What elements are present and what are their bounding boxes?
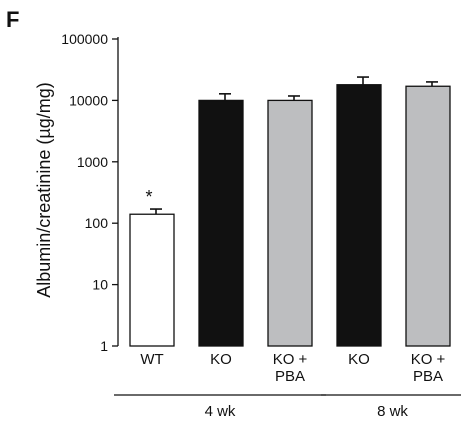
bar — [129, 213, 175, 347]
bar — [198, 99, 244, 347]
x-tick-label: PBA — [275, 368, 305, 385]
group-label: 8 wk — [377, 403, 408, 420]
bar — [405, 85, 451, 347]
y-tick-label: 10 — [92, 277, 108, 293]
x-tick-label: KO — [348, 351, 370, 368]
panel-label: F — [6, 7, 19, 32]
y-axis-ticks: 1 10 100 1000 10000 100000 — [61, 31, 118, 354]
bar — [336, 84, 382, 347]
y-tick-label: 100 — [85, 215, 109, 231]
y-tick-label: 1 — [100, 338, 108, 354]
x-tick-label: KO + — [273, 351, 308, 368]
y-axis-title: Albumin/creatinine (µg/mg) — [34, 82, 54, 297]
significance-marker: * — [145, 187, 152, 207]
x-tick-label: WT — [140, 351, 163, 368]
y-tick-label: 10000 — [69, 92, 108, 108]
y-tick-label: 1000 — [77, 154, 108, 170]
y-tick-label: 100000 — [61, 31, 108, 47]
bar — [267, 99, 313, 347]
group-label: 4 wk — [205, 403, 236, 420]
x-tick-label: PBA — [413, 368, 443, 385]
x-tick-label: KO — [210, 351, 232, 368]
x-tick-label: KO + — [411, 351, 446, 368]
bars: * — [129, 76, 451, 347]
group-brackets: 4 wk 8 wk — [114, 394, 461, 420]
